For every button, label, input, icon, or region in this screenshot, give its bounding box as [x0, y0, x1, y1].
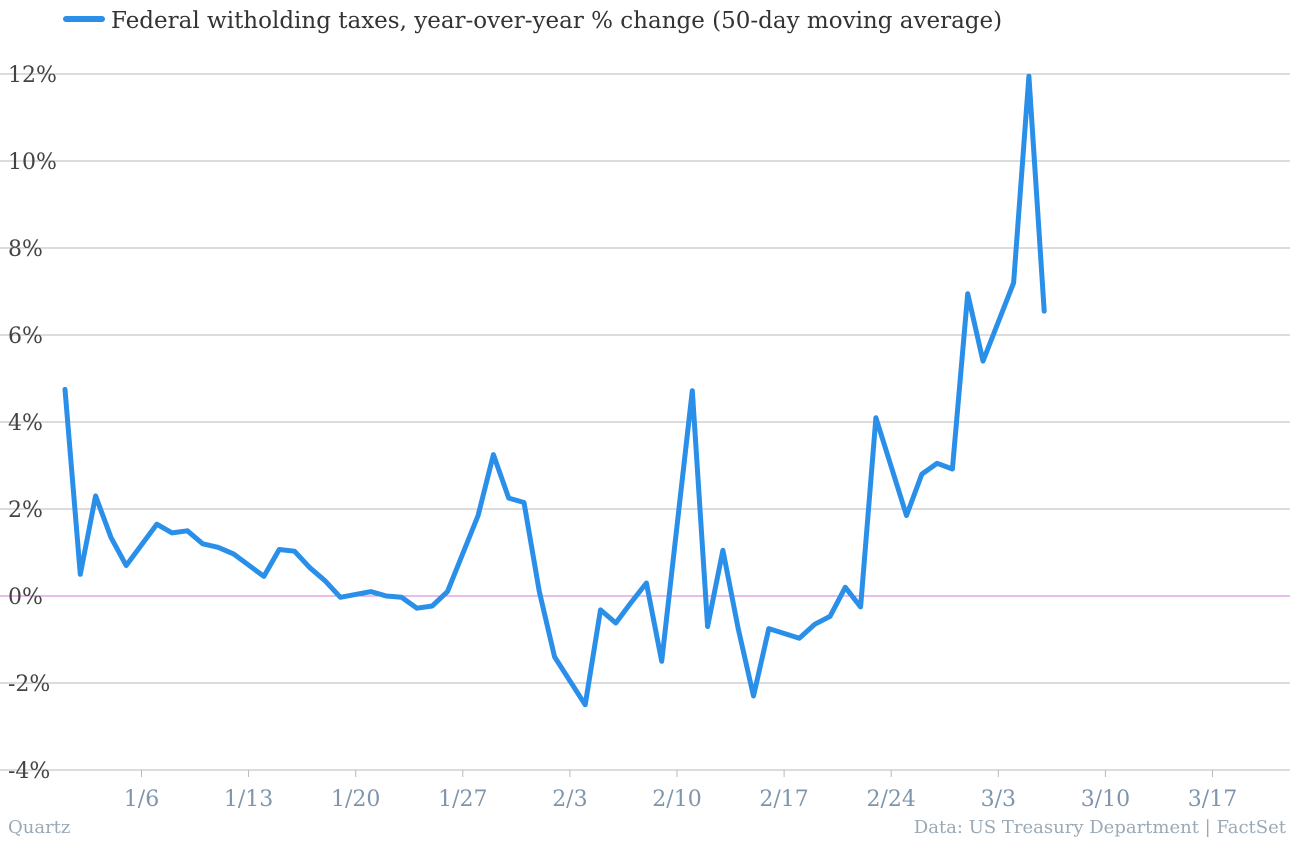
y-tick-label: -4%: [8, 759, 50, 784]
y-tick-label: 4%: [8, 411, 43, 436]
x-tick-label: 1/13: [224, 787, 273, 812]
x-tick-label: 2/10: [652, 787, 701, 812]
y-tick-label: 8%: [8, 237, 43, 262]
footer-source: Data: US Treasury Department | FactSet: [914, 817, 1287, 838]
x-tick-label: 2/24: [866, 787, 915, 812]
x-tick-label: 2/3: [552, 787, 587, 812]
series-layer: [62, 73, 1047, 708]
footer-credit: Quartz: [8, 817, 70, 838]
x-tick-label: 2/17: [759, 787, 808, 812]
y-tick-label: 10%: [8, 150, 57, 175]
legend-label: Federal witholding taxes, year-over-year…: [111, 8, 1002, 34]
legend: Federal witholding taxes, year-over-year…: [63, 8, 1002, 34]
series-line: [62, 73, 1047, 708]
gridlines: [0, 73, 1290, 771]
y-tick-label: 2%: [8, 498, 43, 523]
x-axis: 1/6 1/13 1/20 1/27 2/3 2/10 2/17 2/24 3/3 3/10 3/1…: [124, 770, 1237, 812]
y-axis: 12% 10% 8% 6% 4% 2% 0% -2% -4%: [8, 63, 57, 784]
x-tick-label: 1/6: [124, 787, 159, 812]
x-tick-label: 1/27: [438, 787, 487, 812]
y-tick-label: -2%: [8, 672, 50, 697]
x-tick-label: 3/3: [981, 787, 1016, 812]
y-tick-label: 6%: [8, 324, 43, 349]
x-tick-label: 3/17: [1188, 787, 1237, 812]
x-tick-label: 1/20: [331, 787, 380, 812]
y-tick-label: 0%: [8, 585, 43, 610]
y-tick-label: 12%: [8, 63, 57, 88]
x-tick-label: 3/10: [1081, 787, 1130, 812]
